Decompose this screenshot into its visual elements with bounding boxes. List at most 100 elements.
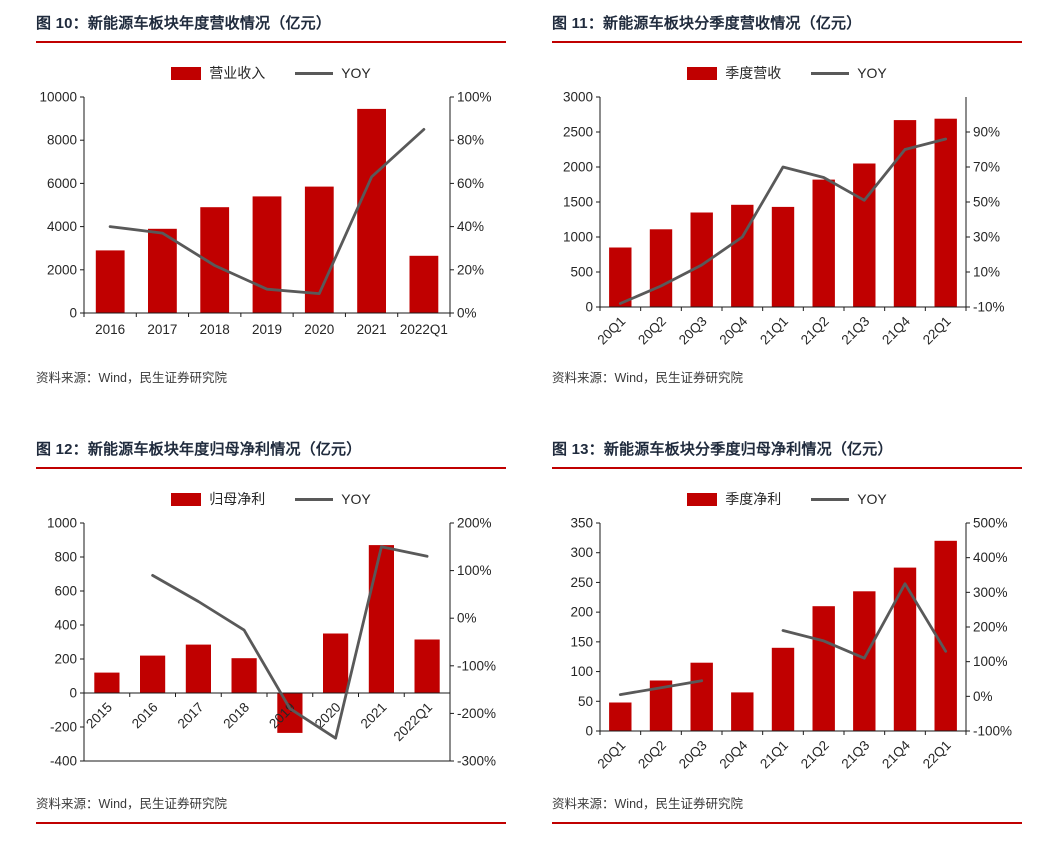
- svg-text:3000: 3000: [563, 90, 593, 105]
- svg-text:21Q1: 21Q1: [757, 738, 791, 772]
- svg-text:-300%: -300%: [457, 754, 496, 769]
- line-swatch-icon: [811, 497, 850, 501]
- combo-chart: 0 50 100 150 200 250 300 350 -100% 0% 100% 200% 300%…: [552, 513, 1022, 791]
- svg-text:21Q2: 21Q2: [798, 314, 832, 348]
- chart-legend: 季度营收 YOY: [552, 63, 1022, 83]
- svg-text:20Q3: 20Q3: [676, 738, 710, 772]
- svg-text:21Q2: 21Q2: [798, 738, 832, 772]
- legend-item-line: YOY: [295, 65, 371, 81]
- chart-legend: 营业收入 YOY: [36, 63, 506, 83]
- svg-text:21Q3: 21Q3: [838, 314, 872, 348]
- svg-text:22Q1: 22Q1: [920, 738, 954, 772]
- svg-text:0%: 0%: [457, 611, 477, 626]
- svg-text:300%: 300%: [973, 585, 1008, 600]
- svg-text:22Q1: 22Q1: [920, 314, 954, 348]
- svg-text:2018: 2018: [200, 322, 230, 337]
- svg-text:20Q4: 20Q4: [716, 313, 750, 347]
- svg-text:4000: 4000: [47, 219, 77, 234]
- legend-bar-label: 归母净利: [209, 491, 266, 507]
- figure-title: 图 11：新能源车板块分季度营收情况（亿元）: [552, 12, 1022, 43]
- legend-item-bar: 季度净利: [687, 489, 781, 509]
- legend-line-label: YOY: [341, 491, 371, 507]
- legend-bar-label: 营业收入: [209, 65, 266, 81]
- svg-text:-200: -200: [50, 720, 77, 735]
- svg-text:20Q4: 20Q4: [716, 737, 750, 771]
- chart-legend: 季度净利 YOY: [552, 489, 1022, 509]
- svg-text:2018: 2018: [220, 700, 252, 732]
- svg-text:2016: 2016: [95, 322, 125, 337]
- svg-text:0: 0: [69, 686, 77, 701]
- legend-line-label: YOY: [857, 65, 887, 81]
- svg-text:0%: 0%: [457, 306, 477, 321]
- source-note: 资料来源：Wind，民生证券研究院: [36, 371, 227, 385]
- svg-text:8000: 8000: [47, 133, 77, 148]
- svg-text:300: 300: [570, 545, 593, 560]
- svg-text:2017: 2017: [175, 700, 207, 732]
- legend-line-label: YOY: [341, 65, 371, 81]
- svg-text:200%: 200%: [973, 620, 1008, 635]
- svg-text:200: 200: [570, 605, 593, 620]
- legend-item-line: YOY: [811, 491, 887, 507]
- bar-swatch-icon: [171, 492, 202, 506]
- svg-text:2021: 2021: [358, 700, 390, 732]
- svg-text:2021: 2021: [357, 322, 387, 337]
- svg-text:30%: 30%: [973, 230, 1000, 245]
- svg-text:-100%: -100%: [973, 724, 1012, 739]
- svg-text:50%: 50%: [973, 195, 1000, 210]
- svg-text:6000: 6000: [47, 176, 77, 191]
- figure-panel-11: 图 11：新能源车板块分季度营收情况（亿元） 季度营收 YOY 0 500 1000…: [552, 12, 1022, 386]
- legend-bar-label: 季度营收: [725, 65, 782, 81]
- svg-text:100%: 100%: [973, 654, 1008, 669]
- figure-title: 图 12：新能源车板块年度归母净利情况（亿元）: [36, 438, 506, 469]
- svg-text:500: 500: [570, 265, 593, 280]
- svg-text:2022Q1: 2022Q1: [400, 322, 448, 337]
- line-swatch-icon: [295, 71, 334, 75]
- combo-chart: 0 2000 4000 6000 8000 10000 0% 20% 40% 60% 80% 100%…: [36, 87, 506, 365]
- svg-text:200%: 200%: [457, 516, 492, 531]
- svg-text:90%: 90%: [973, 125, 1000, 140]
- combo-chart: 0 500 1000 1500 2000 2500 3000 -10% 10% 30% 50% 70%…: [552, 87, 1022, 365]
- svg-text:70%: 70%: [973, 160, 1000, 175]
- bar-swatch-icon: [687, 66, 718, 80]
- svg-text:2020: 2020: [304, 322, 334, 337]
- svg-text:21Q3: 21Q3: [838, 738, 872, 772]
- svg-text:-200%: -200%: [457, 706, 496, 721]
- combo-chart: -400 -200 0 200 400 600 800 1000 -300% -200% -100%…: [36, 513, 506, 791]
- svg-text:10%: 10%: [973, 265, 1000, 280]
- svg-text:60%: 60%: [457, 176, 484, 191]
- svg-text:20Q3: 20Q3: [676, 314, 710, 348]
- line-swatch-icon: [811, 71, 850, 75]
- svg-text:0: 0: [69, 306, 77, 321]
- svg-text:2500: 2500: [563, 125, 593, 140]
- svg-text:21Q4: 21Q4: [879, 313, 913, 347]
- line-swatch-icon: [295, 497, 334, 501]
- svg-text:2015: 2015: [83, 700, 115, 732]
- figure-panel-12: 图 12：新能源车板块年度归母净利情况（亿元） 归母净利 YOY -400 -20…: [36, 438, 506, 824]
- legend-bar-label: 季度净利: [725, 491, 782, 507]
- svg-text:50: 50: [578, 694, 593, 709]
- svg-text:-10%: -10%: [973, 300, 1005, 315]
- svg-text:20Q1: 20Q1: [594, 738, 628, 772]
- source-note: 资料来源：Wind，民生证券研究院: [552, 371, 743, 385]
- source-note: 资料来源：Wind，民生证券研究院: [552, 793, 1022, 824]
- svg-text:200: 200: [54, 652, 77, 667]
- chart-legend: 归母净利 YOY: [36, 489, 506, 509]
- figure-panel-13: 图 13：新能源车板块分季度归母净利情况（亿元） 季度净利 YOY 0 50 100…: [552, 438, 1022, 824]
- svg-text:500%: 500%: [973, 516, 1008, 531]
- legend-item-bar: 季度营收: [687, 63, 781, 83]
- svg-text:100%: 100%: [457, 563, 492, 578]
- svg-text:10000: 10000: [39, 90, 77, 105]
- figure-panel-10: 图 10：新能源车板块年度营收情况（亿元） 营业收入 YOY 0 2000 4000…: [36, 12, 506, 386]
- svg-text:1000: 1000: [563, 230, 593, 245]
- svg-text:2019: 2019: [252, 322, 282, 337]
- svg-text:21Q1: 21Q1: [757, 314, 791, 348]
- bar-swatch-icon: [171, 66, 202, 80]
- svg-text:40%: 40%: [457, 219, 484, 234]
- svg-text:600: 600: [54, 584, 77, 599]
- figure-title: 图 13：新能源车板块分季度归母净利情况（亿元）: [552, 438, 1022, 469]
- svg-text:20Q2: 20Q2: [635, 314, 669, 348]
- svg-text:150: 150: [570, 634, 593, 649]
- svg-text:-400: -400: [50, 754, 77, 769]
- svg-text:0: 0: [585, 300, 593, 315]
